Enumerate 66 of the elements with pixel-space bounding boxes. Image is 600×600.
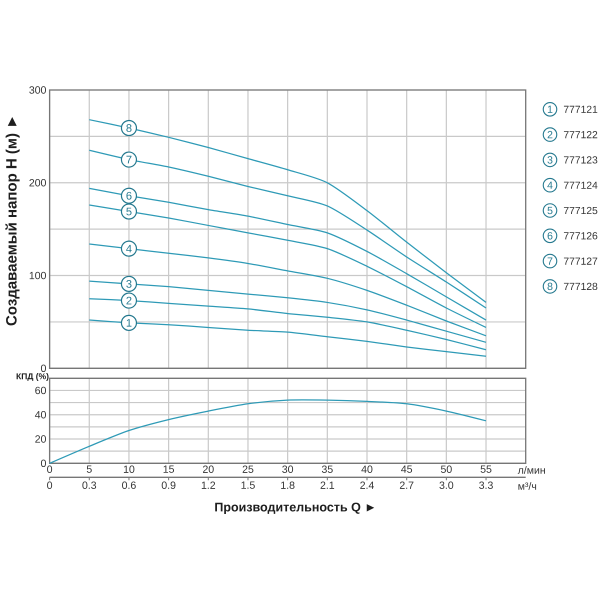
legend-label: 777124 [564, 182, 598, 189]
text: м³/ч [518, 482, 536, 490]
y-axis-title: Создаваемый напор H (м) ► [5, 116, 20, 326]
x2-tick-label: 2.7 [400, 482, 414, 489]
annotation: 8 [126, 124, 132, 132]
x-tick-label: 45 [401, 466, 412, 473]
annotation: 6 [126, 192, 132, 200]
annotation: 5 [126, 208, 132, 216]
x-tick-label: 5 [86, 466, 92, 473]
x2-tick-label: 1.2 [202, 482, 216, 489]
x2-tick-label: 0 [47, 482, 52, 489]
y-tick-label: 20 [35, 435, 46, 443]
legend-label: 777122 [564, 131, 598, 138]
x2-tick-label: 0.9 [162, 482, 176, 489]
legend-label: 777125 [564, 206, 598, 214]
x-tick-label: 30 [282, 466, 294, 473]
y-tick-label: 40 [34, 411, 46, 418]
x2-tick-label: 0.6 [122, 482, 136, 489]
legend-label: 777127 [564, 258, 598, 265]
y-tick-label: 300 [29, 86, 46, 94]
text: 6 [548, 232, 552, 240]
x-tick-label: 55 [480, 466, 492, 473]
y-tick-label: 0 [40, 364, 46, 372]
text: 7 [548, 257, 552, 265]
y-tick-label: 100 [30, 272, 46, 280]
x2-tick-label: 2.1 [320, 482, 334, 489]
text: 4 [547, 182, 553, 189]
x-tick-label: 0 [47, 466, 52, 473]
text: 8 [548, 282, 552, 290]
line-series [88, 203, 487, 328]
annotation: 3 [126, 280, 132, 288]
text: 3 [547, 156, 552, 164]
x-tick-label: 10 [124, 466, 134, 473]
x2-tick-label: 3.3 [479, 482, 493, 489]
legend-label: 777121 [564, 106, 598, 113]
annotation: 4 [126, 244, 132, 252]
x-tick-label: 35 [322, 466, 333, 473]
x-tick-label: 15 [164, 466, 174, 473]
annotation: 7 [126, 156, 132, 164]
y-tick-label: 200 [29, 179, 46, 186]
x-tick-label: 40 [361, 466, 372, 473]
legend-label: 777126 [564, 232, 598, 240]
line-series [48, 399, 487, 464]
x2-tick-label: 0.3 [82, 482, 96, 489]
line-series [88, 150, 487, 309]
x2-tick-label: 1.8 [281, 482, 295, 489]
x2-tick-label: 1.5 [241, 482, 255, 489]
text: 1 [548, 106, 552, 113]
x2-tick-label: 2.4 [360, 482, 374, 489]
y-tick-label: 60 [35, 386, 46, 394]
text: л/мин [518, 466, 545, 474]
x-axis-title: Производительность Q ► [215, 502, 374, 514]
line-series [88, 119, 487, 304]
text: 5 [548, 206, 552, 214]
legend-label: 777128 [564, 282, 598, 290]
text: 2 [548, 130, 552, 138]
x-tick-label: 20 [202, 466, 214, 473]
legend-label: 777123 [564, 156, 598, 164]
y-tick-label: 0 [40, 460, 46, 468]
line-series [88, 188, 487, 321]
x2-tick-label: 3.0 [439, 482, 454, 489]
annotation: 1 [126, 319, 132, 327]
y-axis-title: КПД (%) [16, 373, 49, 381]
annotation: 2 [126, 296, 132, 304]
x-tick-label: 50 [440, 466, 452, 473]
x-tick-label: 25 [242, 466, 254, 473]
